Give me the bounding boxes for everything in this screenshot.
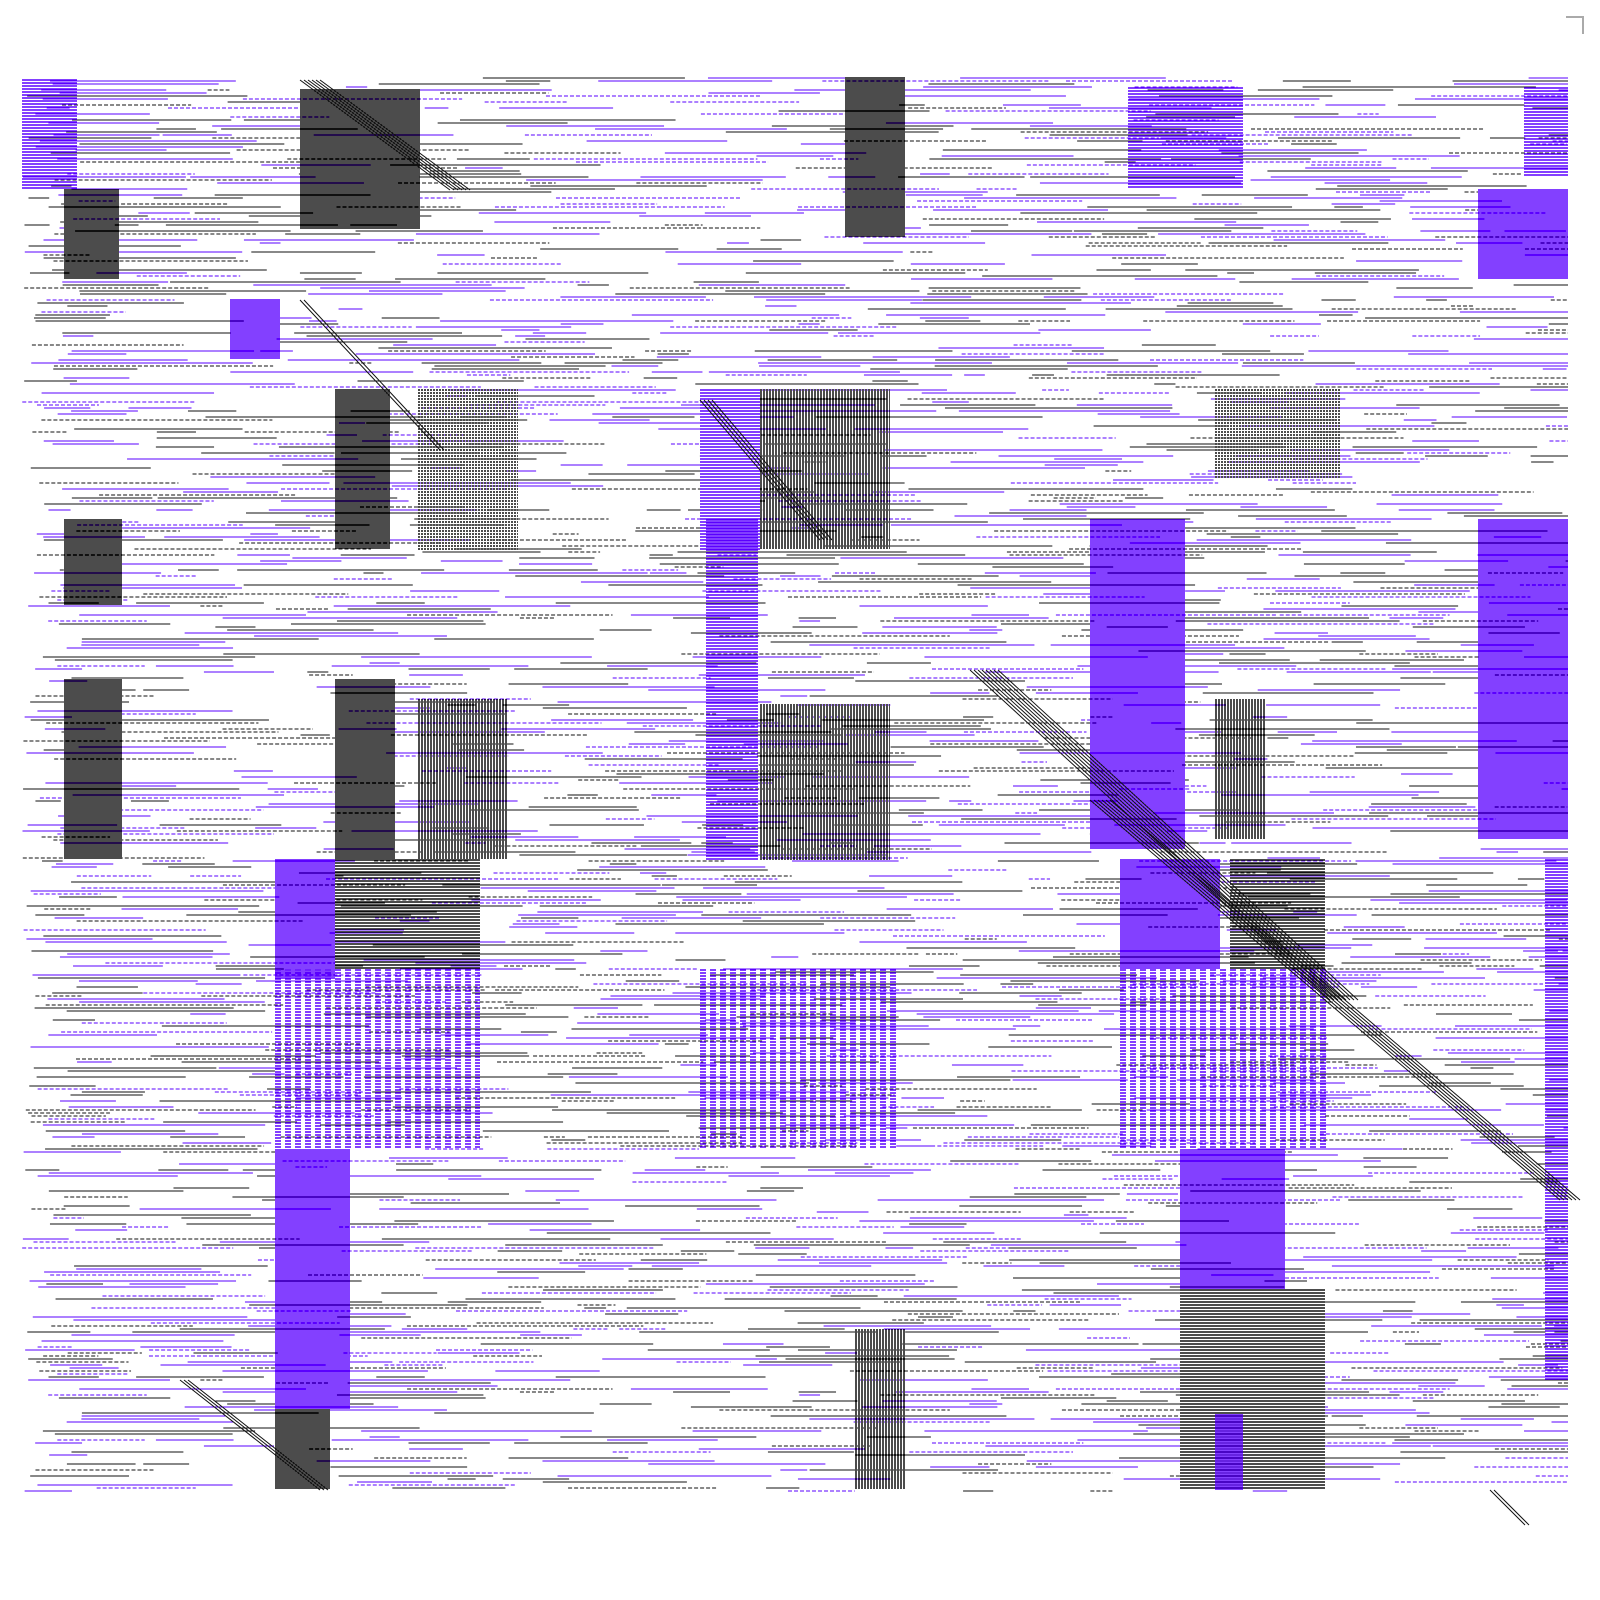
diagonal-streak xyxy=(1489,1489,1526,1526)
diagonal-streak xyxy=(1493,1489,1530,1526)
diagonal-streak xyxy=(299,299,441,451)
diagonal-streak xyxy=(1093,799,1565,1201)
diagonal-streak xyxy=(303,299,445,451)
diagonal-streak xyxy=(319,79,471,191)
diagonal-streak xyxy=(1089,799,1561,1201)
diagonal-streak xyxy=(315,79,467,191)
diagonal-streak xyxy=(183,1379,325,1491)
diagonal-streak xyxy=(711,399,833,541)
diagonal-streak xyxy=(1105,799,1577,1201)
diagonal-streak xyxy=(985,669,1347,1001)
diagonal-streak xyxy=(707,399,829,541)
diagonal-streak xyxy=(1101,799,1573,1201)
diagonal-streak xyxy=(997,669,1359,1001)
diagonal-streak xyxy=(969,669,1331,1001)
diagonal-streak xyxy=(699,399,821,541)
diagonal-streak xyxy=(973,669,1335,1001)
diagonal-streak xyxy=(1109,799,1581,1201)
diagonal-streak xyxy=(981,669,1343,1001)
diagonal-streak xyxy=(977,669,1339,1001)
diagonal-streak xyxy=(311,79,463,191)
diagonal-streak xyxy=(299,79,451,191)
corner-bracket-icon xyxy=(1566,16,1584,34)
diagonal-streak xyxy=(993,669,1355,1001)
diagonal-streak xyxy=(179,1379,321,1491)
diagonal-streak xyxy=(307,79,459,191)
diagonal-streak xyxy=(703,399,825,541)
diagonal-streak xyxy=(989,669,1351,1001)
diagonal-streak xyxy=(187,1379,329,1491)
diagonal-streak xyxy=(303,79,455,191)
diagonal-streak xyxy=(1097,799,1569,1201)
